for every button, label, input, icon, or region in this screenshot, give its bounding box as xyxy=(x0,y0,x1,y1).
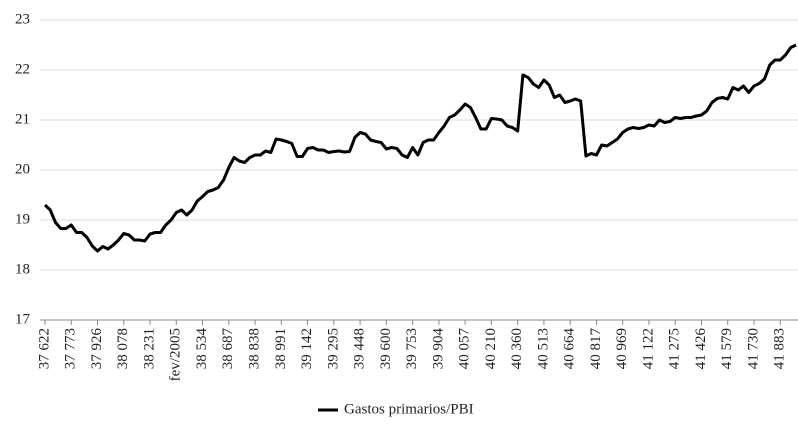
x-tick-label: 37 622 xyxy=(36,328,52,369)
x-tick-label: 40 817 xyxy=(588,328,604,370)
y-tick-label: 20 xyxy=(15,161,30,177)
x-tick-label: 38 078 xyxy=(115,328,131,369)
x-tick-label: 39 142 xyxy=(299,328,315,369)
x-tick-label: 37 926 xyxy=(89,328,105,370)
y-tick-label: 19 xyxy=(15,211,30,227)
x-tick-label: fev/2005 xyxy=(168,328,184,381)
x-tick-label: 40 969 xyxy=(614,328,630,369)
y-tick-label: 21 xyxy=(15,111,30,127)
data-line xyxy=(43,43,797,253)
x-tick-label: 40 360 xyxy=(509,328,525,369)
x-tick-label: 40 210 xyxy=(483,328,499,369)
y-tick-label: 18 xyxy=(15,261,30,277)
x-tick-label: 38 534 xyxy=(194,328,210,370)
x-tick-label: 41 579 xyxy=(719,328,735,369)
x-tick-label: 39 448 xyxy=(352,328,368,369)
x-tick-label: 40 664 xyxy=(562,328,578,370)
x-tick-label: 38 838 xyxy=(247,328,263,369)
x-tick-label: 40 513 xyxy=(535,328,551,369)
x-tick-label: 38 991 xyxy=(273,328,289,369)
x-tick-label: 41 883 xyxy=(772,328,788,369)
x-tick-label: 38 231 xyxy=(141,328,157,369)
x-tick-label: 38 687 xyxy=(220,328,236,370)
y-tick-label: 23 xyxy=(15,11,30,27)
x-tick-label: 41 275 xyxy=(667,328,683,369)
x-tick-label: 37 773 xyxy=(63,328,79,369)
x-tick-label: 41 426 xyxy=(693,328,709,370)
x-tick-label: 41 730 xyxy=(745,328,761,369)
x-tick-label: 39 600 xyxy=(378,328,394,369)
x-tick-label: 39 904 xyxy=(430,328,446,370)
x-tick-label: 39 295 xyxy=(325,328,341,369)
y-tick-label: 17 xyxy=(15,311,31,327)
x-tick-label: 40 057 xyxy=(457,328,473,370)
x-tick-label: 41 122 xyxy=(640,328,656,369)
y-tick-label: 22 xyxy=(15,61,30,77)
x-tick-label: 39 753 xyxy=(404,328,420,369)
legend-label: Gastos primarios/PBI xyxy=(344,401,474,417)
